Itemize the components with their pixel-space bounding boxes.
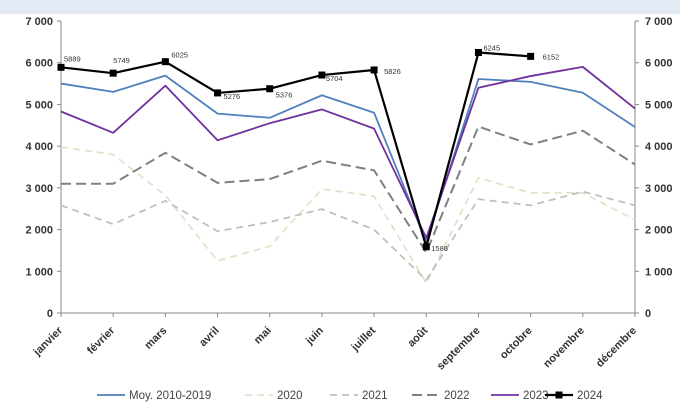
x-tick-label: décembre bbox=[594, 325, 639, 370]
y-tick-label-left: 1 000 bbox=[25, 266, 53, 278]
x-tick-label: juin bbox=[303, 324, 326, 347]
y-tick-label-left: 0 bbox=[47, 308, 53, 320]
y-tick-label-left: 5 000 bbox=[25, 99, 53, 111]
y-tick-label-left: 7 000 bbox=[25, 16, 53, 28]
x-tick-label: juillet bbox=[349, 324, 379, 354]
series-2024-marker bbox=[422, 243, 430, 251]
series-line-moy-2010-2019 bbox=[60, 74, 636, 243]
legend-label: 2022 bbox=[444, 390, 470, 402]
series-2024-marker bbox=[266, 85, 274, 93]
series-2024-marker bbox=[318, 71, 326, 79]
series-2024-marker bbox=[527, 52, 535, 60]
x-tick-label: avril bbox=[197, 325, 221, 349]
series-line-2021 bbox=[60, 190, 636, 281]
x-tick-label: janvier bbox=[31, 324, 66, 359]
series-line-2020 bbox=[60, 146, 636, 284]
series-line-2022 bbox=[61, 125, 636, 254]
y-tick-label-left: 2 000 bbox=[25, 225, 53, 237]
y-tick-label-right: 7 000 bbox=[645, 16, 673, 28]
x-tick-label: novembre bbox=[541, 325, 587, 371]
series-2024-marker bbox=[109, 69, 117, 77]
data-label-2024: 5749 bbox=[113, 56, 130, 65]
x-tick-label: mars bbox=[142, 325, 169, 352]
data-label-2024: 5826 bbox=[384, 67, 401, 76]
y-tick-label-right: 5 000 bbox=[645, 99, 673, 111]
y-tick-label-right: 4 000 bbox=[645, 141, 673, 153]
legend-label: 2024 bbox=[577, 390, 603, 402]
x-tick-label: août bbox=[405, 324, 430, 349]
series-line-2024 bbox=[60, 51, 531, 248]
y-tick-label-right: 2 000 bbox=[645, 225, 673, 237]
data-label-2024: 1586 bbox=[431, 244, 448, 253]
y-tick-label-right: 6 000 bbox=[645, 58, 673, 70]
series-2024-marker bbox=[57, 63, 65, 71]
y-tick-label-left: 3 000 bbox=[25, 183, 53, 195]
series-2024-marker bbox=[370, 66, 378, 74]
x-tick-label: septembre bbox=[435, 325, 483, 373]
data-label-2024: 5704 bbox=[326, 74, 343, 83]
series-line-2023 bbox=[60, 65, 636, 239]
x-tick-label: mai bbox=[252, 325, 274, 347]
data-label-2024: 5276 bbox=[224, 92, 241, 101]
y-tick-label-right: 0 bbox=[645, 308, 651, 320]
y-tick-label-left: 6 000 bbox=[25, 58, 53, 70]
data-label-2024: 6152 bbox=[543, 52, 560, 61]
legend-marker-2024 bbox=[555, 391, 563, 399]
y-tick-label-right: 1 000 bbox=[645, 266, 673, 278]
legend-label: 2023 bbox=[523, 390, 549, 402]
series-2024-marker bbox=[474, 48, 482, 56]
header-band bbox=[0, 0, 680, 14]
legend-label: 2021 bbox=[362, 390, 388, 402]
y-tick-label-left: 4 000 bbox=[25, 141, 53, 153]
data-label-2024: 6025 bbox=[171, 51, 188, 60]
x-tick-label: février bbox=[85, 324, 118, 357]
data-label-2024: 6245 bbox=[483, 43, 500, 52]
legend-label: 2020 bbox=[277, 390, 303, 402]
data-label-2024: 5376 bbox=[276, 91, 293, 100]
data-label-2024: 5889 bbox=[64, 54, 81, 63]
series-2024-marker bbox=[161, 58, 169, 66]
x-tick-label: octobre bbox=[498, 325, 535, 362]
series-2024-marker bbox=[214, 89, 222, 97]
y-tick-label-right: 3 000 bbox=[645, 183, 673, 195]
legend-label: Moy. 2010-2019 bbox=[129, 390, 211, 402]
